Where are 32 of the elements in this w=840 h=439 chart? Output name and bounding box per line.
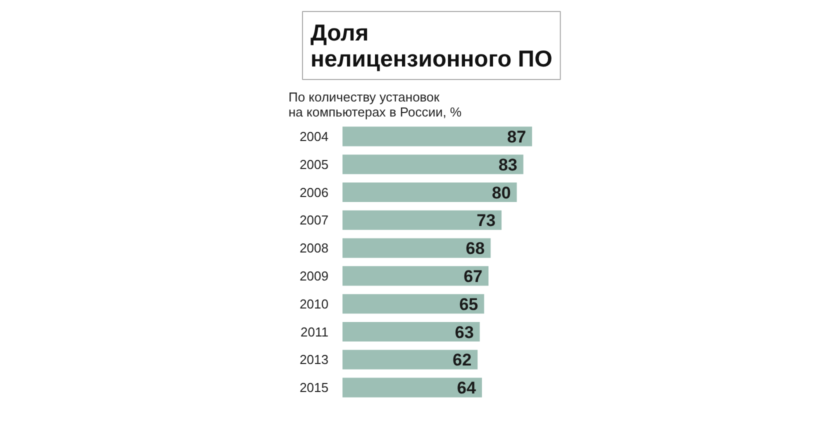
y-tick-label: 2008 — [300, 240, 328, 256]
chart-title: Доля нелицензионного ПО — [310, 20, 552, 72]
data-label: 73 — [476, 211, 496, 230]
data-label: 63 — [454, 322, 474, 342]
y-tick-label: 2013 — [300, 352, 328, 368]
y-tick-label: 2004 — [300, 128, 328, 144]
bar — [342, 294, 484, 314]
bar — [342, 126, 532, 146]
data-label: 80 — [492, 183, 511, 202]
data-label: 68 — [466, 239, 485, 258]
bar — [342, 266, 488, 286]
bar — [342, 322, 480, 342]
data-label: 62 — [452, 350, 472, 370]
bar — [342, 378, 482, 398]
y-tick-label: 2009 — [300, 268, 328, 284]
bar — [342, 154, 524, 174]
data-label: 83 — [498, 155, 518, 174]
y-tick-label: 2011 — [300, 324, 329, 340]
data-label: 87 — [507, 127, 526, 146]
data-label: 64 — [457, 378, 476, 398]
y-tick-label: 2006 — [300, 184, 328, 200]
chart-subtitle: По количеству установок на компьютерах в России, % — [288, 90, 462, 120]
data-label: 67 — [464, 266, 482, 286]
y-tick-label: 2007 — [300, 212, 328, 228]
bar — [342, 350, 478, 370]
bar — [342, 182, 517, 202]
bar — [342, 210, 502, 230]
y-tick-label: 2010 — [300, 296, 328, 312]
y-tick-label: 2015 — [300, 380, 328, 396]
data-label: 65 — [459, 294, 478, 314]
bar — [342, 238, 491, 258]
y-tick-label: 2005 — [300, 156, 328, 172]
